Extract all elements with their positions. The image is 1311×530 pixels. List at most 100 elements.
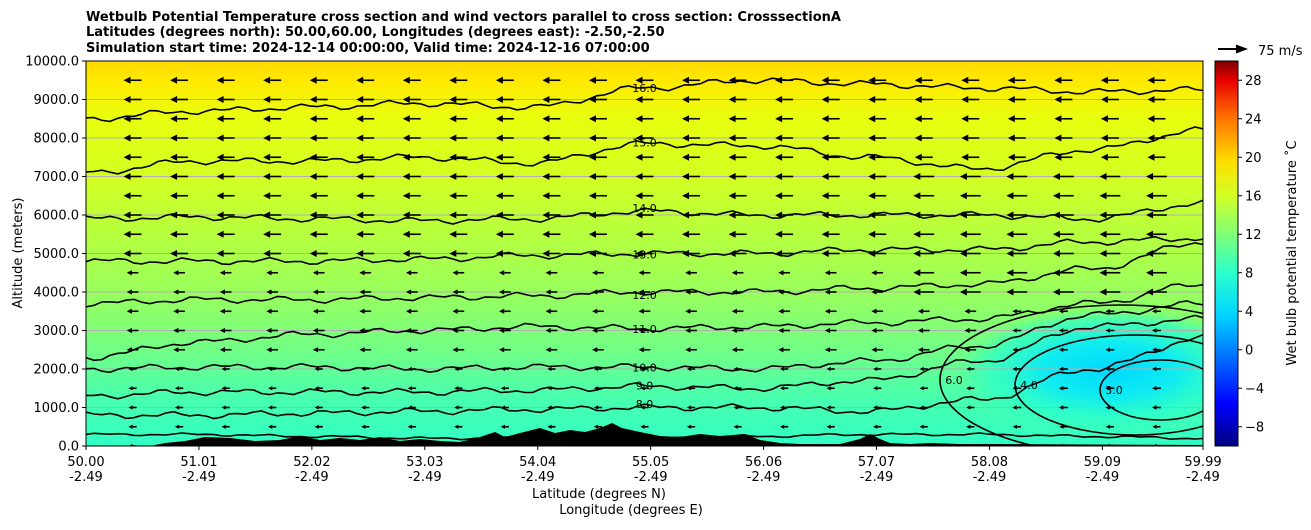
wind-vector-head — [268, 386, 273, 391]
wind-vector-head — [263, 250, 271, 257]
wind-vector-head — [219, 327, 225, 334]
x-tick-label-lat: 54.04 — [519, 455, 556, 470]
wind-vector-head — [780, 424, 785, 429]
wind-vector-head — [821, 173, 829, 180]
contour-label: 11.0 — [632, 323, 657, 336]
wind-vector-head — [682, 250, 690, 257]
wind-vector-head — [913, 288, 921, 296]
wind-vector-head — [495, 250, 503, 257]
wind-vector-head — [640, 405, 645, 410]
wind-vector-head — [170, 250, 178, 257]
y-tick-label: 4000.0 — [34, 286, 80, 301]
wind-vector-head — [500, 424, 505, 429]
wind-vector-head — [309, 96, 317, 103]
wind-vector-head — [775, 96, 783, 103]
wind-vector-head — [1052, 230, 1060, 238]
wind-vector-head — [542, 96, 550, 103]
wind-vector-head — [588, 192, 596, 200]
x-tick-label-lat: 56.06 — [745, 455, 782, 470]
wind-vector-head — [1012, 405, 1017, 410]
x-tick-label-lon: -2.49 — [860, 470, 894, 485]
wind-vector-head — [407, 405, 412, 410]
wind-vector-head — [1054, 134, 1062, 142]
x-tick-label-lon: -2.49 — [634, 470, 668, 485]
wind-vector-head — [913, 192, 921, 200]
wind-vector-head — [1099, 173, 1107, 180]
wind-vector-head — [452, 308, 458, 314]
wind-vector-head — [868, 76, 876, 84]
wind-vector-head — [495, 134, 503, 142]
wind-vector-head — [1007, 96, 1015, 103]
wind-vector-head — [123, 211, 131, 219]
wind-vector-head — [1105, 405, 1110, 410]
wind-vector-head — [126, 347, 132, 353]
x-tick-label-lon: -2.49 — [69, 470, 103, 485]
wind-vector-head — [731, 289, 737, 295]
wind-vector-head — [635, 230, 643, 238]
wind-vector-head — [728, 173, 736, 180]
wind-vector-head — [1099, 211, 1107, 219]
wind-vector-head — [873, 386, 878, 391]
wind-vector-head — [775, 134, 783, 142]
x-tick-label-lon: -2.49 — [747, 470, 781, 485]
wind-vector-head — [405, 347, 412, 353]
wind-vector-head — [359, 308, 365, 314]
wind-vector-head — [407, 386, 412, 391]
wind-vector-head — [733, 386, 738, 391]
wind-vector-head — [263, 134, 271, 142]
wind-vector-head — [824, 289, 831, 295]
wind-vector-head — [266, 308, 272, 314]
wind-vector-head — [686, 366, 692, 372]
wind-vector-head — [1147, 134, 1155, 142]
x-tick-label-lon: -2.49 — [1086, 470, 1120, 485]
wind-vector-head — [170, 115, 178, 123]
y-tick-label: 3000.0 — [34, 324, 80, 339]
wind-vector-head — [219, 347, 225, 353]
wind-vector-head — [1006, 211, 1014, 219]
wind-vector-head — [263, 173, 271, 180]
wind-vector-head — [919, 386, 924, 391]
wind-vector-head — [775, 153, 783, 161]
wind-vector-head — [356, 153, 364, 161]
wind-vector-head — [312, 347, 319, 353]
wind-vector-head — [682, 153, 690, 161]
wind-vector-head — [449, 134, 457, 142]
wind-vector-head — [959, 250, 967, 257]
wind-vector-head — [449, 115, 457, 123]
wind-vector-head — [1007, 134, 1015, 142]
wind-vector-head — [263, 115, 271, 123]
contour-line — [86, 235, 1203, 266]
wind-vector-head — [170, 96, 178, 103]
wind-vector-head — [1058, 366, 1064, 372]
wind-vector-head — [500, 386, 505, 391]
wind-vector-head — [640, 366, 645, 372]
wind-vector-head — [775, 250, 783, 257]
wind-vector-head — [593, 424, 599, 429]
wind-vector-head — [449, 250, 457, 257]
wind-vector-head — [1006, 269, 1014, 277]
wind-vector-head — [1012, 328, 1017, 333]
wind-vector-head — [1099, 269, 1107, 277]
wind-vector-head — [871, 308, 877, 314]
wind-vector-head — [402, 153, 410, 161]
wind-vector-head — [1152, 405, 1157, 410]
wind-vector-head — [123, 153, 131, 161]
wind-vector-head — [775, 173, 783, 180]
wind-vector-head — [635, 134, 643, 142]
contour-line — [86, 126, 1203, 175]
wind-vector-head — [1007, 76, 1015, 84]
contour-label: 8.0 — [636, 398, 654, 411]
wind-vector-head — [826, 386, 831, 391]
wind-vector-head — [128, 424, 133, 429]
wind-vector-head — [452, 270, 458, 276]
wind-vector-head — [593, 405, 599, 410]
wind-vector-head — [547, 386, 552, 391]
wind-vector-head — [959, 230, 967, 238]
wind-vector-head — [542, 153, 550, 161]
wind-vector-head — [173, 347, 179, 353]
wind-vector-head — [402, 230, 410, 238]
wind-vector-head — [821, 115, 829, 123]
wind-vector-head — [1152, 366, 1157, 372]
wind-vector-head — [728, 115, 736, 123]
